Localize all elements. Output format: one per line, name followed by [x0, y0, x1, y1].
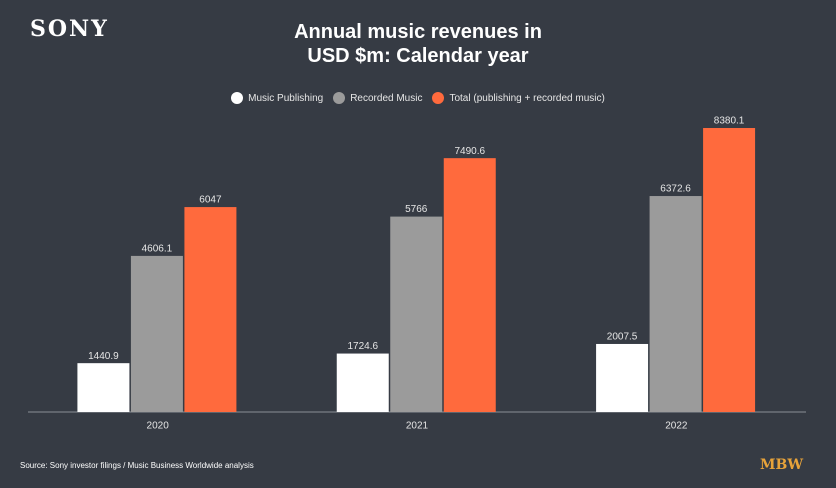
x-tick-label: 2022 [665, 421, 688, 432]
x-tick-label: 2020 [147, 421, 170, 432]
source-note: Source: Sony investor filings / Music Bu… [20, 461, 254, 470]
value-label: 4606.1 [142, 244, 173, 255]
bar [596, 343, 649, 412]
x-tick-label: 2021 [406, 421, 429, 432]
value-label: 8380.1 [714, 116, 745, 127]
bar [703, 128, 756, 412]
legend-swatch [432, 92, 445, 104]
legend-item: Music Publishing [231, 92, 323, 104]
brand-logo: SONY [30, 16, 109, 42]
legend-swatch [231, 92, 244, 104]
value-label: 1724.6 [347, 341, 378, 352]
bar [443, 158, 496, 412]
value-label: 1440.9 [88, 351, 119, 362]
bar [77, 363, 130, 412]
legend-item: Recorded Music [333, 92, 422, 104]
legend-label: Recorded Music [350, 92, 423, 104]
legend-label: Total (publishing + recorded music) [449, 92, 605, 104]
legend-swatch [333, 92, 346, 104]
publisher-logo: MBW [760, 457, 804, 473]
bar [184, 207, 237, 412]
value-label: 2007.5 [607, 332, 638, 343]
legend: Music Publishing Recorded Music Total (pub… [0, 92, 836, 104]
bar [130, 255, 183, 412]
bar [390, 216, 443, 412]
chart-title: Annual music revenues in USD $m: Calenda… [294, 21, 542, 67]
value-label: 6047 [199, 195, 222, 206]
legend-item: Total (publishing + recorded music) [432, 92, 605, 104]
bar [336, 353, 389, 412]
bar [649, 196, 702, 412]
value-label: 7490.6 [454, 146, 485, 157]
legend-label: Music Publishing [248, 92, 324, 104]
value-label: 5766 [405, 204, 428, 215]
value-label: 6372.6 [660, 184, 691, 195]
